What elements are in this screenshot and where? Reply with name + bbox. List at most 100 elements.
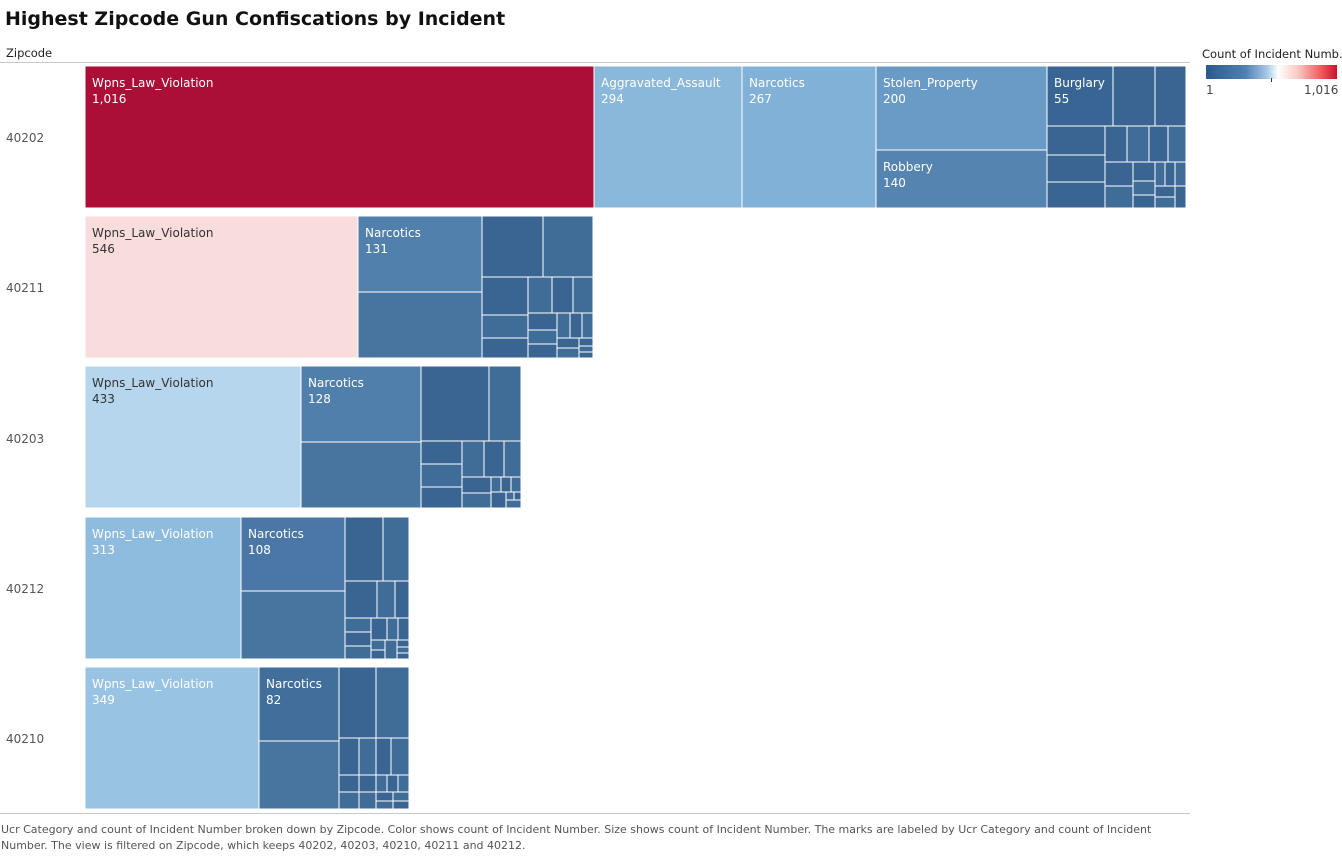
treemap-cell-minor[interactable] <box>344 631 372 647</box>
treemap-cell-minor[interactable] <box>396 652 410 660</box>
treemap-cell-minor[interactable] <box>338 666 377 739</box>
treemap-cell-minor[interactable] <box>1104 161 1134 187</box>
treemap-cell-minor[interactable] <box>578 337 594 347</box>
treemap-cell-minor[interactable] <box>481 337 529 359</box>
treemap-cell-minor[interactable] <box>1046 154 1106 183</box>
treemap-cell-minor[interactable] <box>1132 161 1156 182</box>
treemap-cell-wpns-law-violation[interactable] <box>84 365 302 509</box>
treemap-cell-minor[interactable] <box>1112 65 1156 127</box>
treemap-cell-minor[interactable] <box>527 329 558 345</box>
treemap-cell-minor[interactable] <box>358 774 377 793</box>
treemap-cell-minor[interactable] <box>1148 125 1169 163</box>
treemap-cell-minor[interactable] <box>376 580 396 619</box>
treemap-cell-minor[interactable] <box>481 215 544 278</box>
treemap-cell-minor[interactable] <box>1132 194 1156 209</box>
treemap-cell-narcotics[interactable] <box>240 516 346 592</box>
treemap-cell-minor[interactable] <box>1164 161 1176 187</box>
treemap-cell-minor[interactable] <box>338 791 360 810</box>
treemap-cell-minor[interactable] <box>572 276 594 314</box>
treemap-cell-minor[interactable] <box>392 800 410 810</box>
treemap-cell-robbery[interactable] <box>875 149 1048 209</box>
treemap-cell-minor[interactable] <box>551 276 574 314</box>
treemap-cell-minor[interactable] <box>503 440 522 478</box>
treemap-cell-minor[interactable] <box>481 276 529 316</box>
treemap-cell-minor[interactable] <box>358 791 377 810</box>
treemap-cell-minor[interactable] <box>420 365 490 442</box>
treemap-cell-minor[interactable] <box>386 617 399 641</box>
treemap-cell-minor[interactable] <box>370 639 386 651</box>
treemap-cell-minor[interactable] <box>375 800 394 810</box>
treemap-cell-minor[interactable] <box>578 351 594 359</box>
treemap-cell-narcotics[interactable] <box>300 365 422 443</box>
treemap-cell-minor[interactable] <box>527 276 553 314</box>
treemap-cell-minor[interactable] <box>527 343 558 359</box>
treemap-cell-minor[interactable] <box>1046 125 1106 156</box>
treemap-cell-wpns-law-violation[interactable] <box>84 215 359 359</box>
treemap-cell-minor[interactable] <box>420 463 463 488</box>
treemap-cell-minor[interactable] <box>461 440 485 478</box>
treemap-cell-minor[interactable] <box>397 774 410 793</box>
treemap-cell-minor[interactable] <box>1126 125 1150 163</box>
treemap-cell-minor[interactable] <box>500 476 512 493</box>
color-legend-bar[interactable] <box>1206 65 1337 79</box>
treemap-cell-minor[interactable] <box>481 314 529 339</box>
treemap-cell-minor[interactable] <box>578 345 594 353</box>
treemap-cell-minor[interactable] <box>357 291 483 359</box>
treemap-cell-minor[interactable] <box>1154 185 1176 198</box>
treemap-cell-minor[interactable] <box>1154 196 1176 209</box>
treemap-cell-minor[interactable] <box>390 737 410 776</box>
treemap-cell-wpns-law-violation[interactable] <box>84 666 260 810</box>
treemap-cell-minor[interactable] <box>344 617 372 633</box>
treemap-cell-minor[interactable] <box>556 337 580 349</box>
treemap-cell-stolen-property[interactable] <box>875 65 1048 151</box>
treemap-cell-aggravated-assault[interactable] <box>593 65 743 209</box>
treemap-cell-wpns-law-violation[interactable] <box>84 65 595 209</box>
treemap-cell-minor[interactable] <box>542 215 594 278</box>
treemap-cell-minor[interactable] <box>513 491 522 501</box>
treemap-cell-minor[interactable] <box>1174 185 1187 209</box>
treemap-cell-minor[interactable] <box>375 774 388 793</box>
treemap-cell-minor[interactable] <box>392 791 410 802</box>
treemap-cell-minor[interactable] <box>505 499 522 509</box>
treemap-cell-minor[interactable] <box>1174 161 1187 187</box>
treemap-cell-minor[interactable] <box>510 476 522 493</box>
treemap-cell-minor[interactable] <box>488 365 522 442</box>
treemap-cell-minor[interactable] <box>461 476 492 494</box>
treemap-cell-minor[interactable] <box>344 516 384 582</box>
treemap-cell-minor[interactable] <box>490 491 507 509</box>
treemap-cell-minor[interactable] <box>338 774 360 793</box>
treemap-cell-minor[interactable] <box>396 639 410 648</box>
treemap-cell-narcotics[interactable] <box>357 215 483 293</box>
treemap-cell-minor[interactable] <box>384 639 398 660</box>
treemap-cell-minor[interactable] <box>300 441 422 509</box>
treemap-cell-minor[interactable] <box>461 492 492 509</box>
treemap-cell-wpns-law-violation[interactable] <box>84 516 242 660</box>
treemap-cell-minor[interactable] <box>556 347 580 359</box>
treemap-cell-minor[interactable] <box>569 312 583 339</box>
treemap-cell-minor[interactable] <box>1154 65 1187 127</box>
treemap-cell-minor[interactable] <box>240 590 346 660</box>
treemap-cell-minor[interactable] <box>394 580 410 619</box>
treemap-cell-minor[interactable] <box>358 737 377 776</box>
treemap-cell-minor[interactable] <box>375 737 392 776</box>
treemap-cell-minor[interactable] <box>344 580 378 619</box>
treemap-cell-minor[interactable] <box>375 791 394 802</box>
treemap-cell-minor[interactable] <box>505 491 515 501</box>
treemap-cell-minor[interactable] <box>1104 185 1134 209</box>
treemap-cell-minor[interactable] <box>382 516 410 582</box>
treemap-cell-minor[interactable] <box>1154 161 1166 187</box>
treemap-cell-minor[interactable] <box>375 666 410 739</box>
treemap-cell-minor[interactable] <box>344 645 372 660</box>
treemap-cell-minor[interactable] <box>1167 125 1187 163</box>
treemap-cell-minor[interactable] <box>258 740 340 810</box>
treemap-cell-minor[interactable] <box>338 737 360 776</box>
treemap-cell-minor[interactable] <box>1046 181 1106 209</box>
treemap-cell-minor[interactable] <box>483 440 505 478</box>
treemap-cell-minor[interactable] <box>370 617 388 641</box>
treemap-cell-minor[interactable] <box>420 440 463 465</box>
treemap-cell-minor[interactable] <box>581 312 594 339</box>
treemap-cell-minor[interactable] <box>397 617 410 641</box>
treemap-cell-minor[interactable] <box>1132 180 1156 196</box>
treemap-cell-minor[interactable] <box>556 312 571 339</box>
treemap-cell-minor[interactable] <box>1104 125 1128 163</box>
